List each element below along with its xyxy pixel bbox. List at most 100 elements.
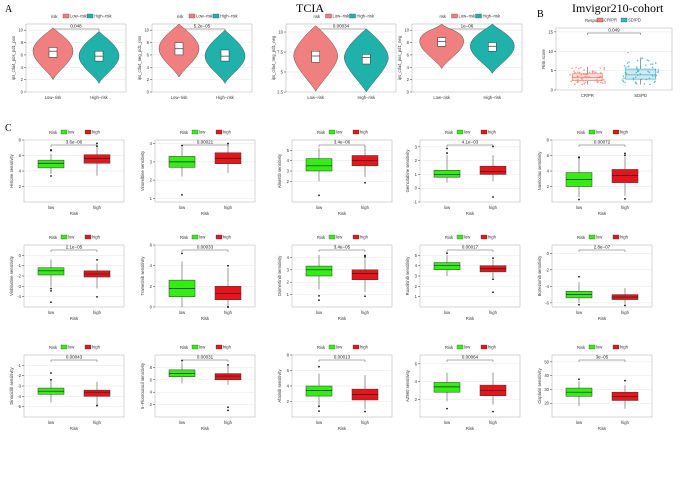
y-tick-label: 6 [147,52,150,57]
jitter-point [654,80,656,83]
legend-title: Risk [180,235,189,240]
box-low [37,159,65,169]
y-axis-label: Alisertib sensitivity [277,153,282,188]
jitter-point [626,62,629,64]
jitter-point [576,81,579,83]
x-tick-label: high [361,420,370,425]
box-low [433,170,461,178]
x-tick-label: high [93,205,102,210]
legend-swatch [215,234,223,240]
jitter-point [625,72,628,75]
outlier-point [227,409,229,412]
legend-label: High−risk [94,14,112,19]
jitter-point [622,75,625,77]
outlier-point [96,145,98,147]
y-tick-label: 4 [287,384,290,389]
y-axis-label: Osimertinib sensitivity [277,255,282,296]
x-tick-label: low [316,310,323,315]
y-tick-label: 7.5 [277,50,283,55]
jitter-point [643,82,646,85]
box-low [305,158,333,172]
legend-swatch [352,129,360,135]
jitter-point [597,81,599,84]
y-axis-label: ips_ctla4_neg_pd1_neg [271,35,276,80]
outlier-point [50,372,52,374]
legend-title: risk [314,14,321,19]
jitter-point [648,77,651,80]
x-axis-label: Risk [70,426,79,431]
y-tick-label: 5 [551,68,554,73]
legend-title: risk [177,14,184,19]
jitter-point [591,70,594,73]
x-tick-label: high [224,205,233,210]
legend-swatch [215,344,223,350]
jitter-point [639,73,642,75]
x-axis-label: Risk [338,316,347,321]
legend-swatch [451,13,458,19]
jitter-point [576,75,579,77]
y-tick-label: -2 [17,274,21,279]
panel-b-letter: B [537,9,544,20]
legend-label: high [92,345,101,350]
y-tick-label: 2 [415,397,418,402]
panel-c-letter: C [5,123,12,134]
jitter-point [570,80,572,83]
y-tick-label: 15 [548,29,553,34]
jitter-point [599,72,602,74]
outlier-point [318,194,320,197]
legend-swatch [480,129,488,135]
jitter-point [583,69,585,71]
legend-label: high [620,235,629,240]
outlier-point [492,196,494,198]
jitter-point [634,76,637,79]
y-tick-label: -4 [17,394,21,399]
jitter-point [635,66,638,68]
legend-label: low [596,345,603,350]
legend-label: low [464,345,471,350]
legend-label: high [360,130,369,135]
outlier-point [578,378,580,381]
jitter-point [651,63,654,65]
imvigor-title: Imvigor210-cohort [572,1,664,15]
outlier-point [624,379,626,382]
y-tick-label: 2 [547,184,550,189]
violin-box [362,54,371,65]
y-tick-label: -1 [413,200,417,205]
x-axis-label: Risk [201,211,210,216]
x-tick-label: low [316,420,323,425]
pvalue-label: 0.00031 [197,355,214,360]
jitter-point [635,71,638,74]
outlier-point [96,258,98,261]
legend-swatch [191,344,199,350]
outlier-point [624,197,626,200]
y-axis-label: Afatinib sensitivity [277,368,282,402]
plot-frame [154,354,256,418]
x-tick-label: high [361,310,370,315]
legend-title: risk [440,14,447,19]
outlier-point [364,254,366,257]
x-tick-label: low [48,205,55,210]
y-tick-label: 6 [150,243,153,248]
legend-label: Low−risk [196,14,214,19]
jitter-point [581,78,583,80]
pvalue-label: 0.00013 [334,355,351,360]
x-axis-label: Risk [598,426,607,431]
legend-swatch [328,344,336,350]
legend-title: Risk [445,235,454,240]
jitter-point [576,71,579,73]
x-tick-label: low [576,310,583,315]
y-tick-label: 5 [287,148,290,153]
legend-label: High−risk [357,14,375,19]
chart-c12: 2 4 6 8 5−Fluorouracil sensitivity low high Ris… [140,344,256,431]
legend-swatch [62,13,70,19]
legend-label: high [488,345,497,350]
y-tick-label: 1 [287,292,290,297]
jitter-point [624,66,627,69]
legend-title: risk [51,14,58,19]
y-tick-label: 2 [150,402,153,407]
x-axis-label: Risk [466,211,475,216]
x-tick-label: Low−risk [171,95,189,100]
legend-label: CR/PR [604,18,617,23]
